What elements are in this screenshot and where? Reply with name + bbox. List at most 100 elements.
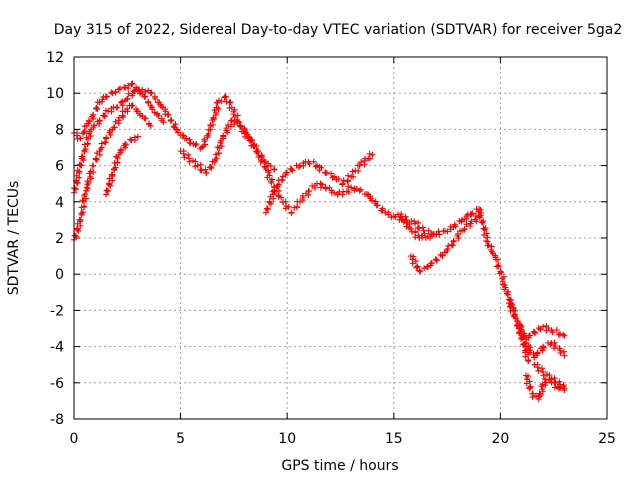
data-point bbox=[136, 88, 143, 95]
data-point bbox=[498, 269, 505, 276]
data-point bbox=[212, 111, 219, 118]
data-point bbox=[234, 112, 241, 119]
data-point bbox=[322, 185, 329, 192]
data-point bbox=[540, 372, 547, 379]
data-point bbox=[181, 154, 188, 161]
data-point bbox=[101, 112, 108, 119]
data-point bbox=[551, 339, 558, 346]
data-point bbox=[105, 188, 112, 195]
data-point bbox=[560, 382, 567, 389]
data-point bbox=[366, 150, 373, 157]
data-point bbox=[345, 189, 352, 196]
data-point bbox=[478, 219, 485, 226]
data-point bbox=[85, 136, 92, 143]
data-point bbox=[104, 93, 111, 100]
data-point bbox=[76, 168, 83, 175]
data-point bbox=[203, 170, 210, 177]
data-point bbox=[147, 102, 154, 109]
data-point bbox=[147, 122, 154, 129]
data-point bbox=[271, 166, 278, 173]
data-point bbox=[91, 122, 98, 129]
data-point bbox=[481, 226, 488, 233]
data-point bbox=[122, 140, 129, 147]
x-axis-label: GPS time / hours bbox=[281, 458, 398, 474]
data-point bbox=[248, 137, 255, 144]
data-point bbox=[221, 94, 228, 101]
data-point bbox=[289, 167, 296, 174]
data-point bbox=[80, 157, 87, 164]
data-point bbox=[94, 106, 101, 113]
data-point bbox=[548, 376, 555, 383]
data-point bbox=[535, 367, 542, 374]
data-point bbox=[71, 232, 78, 239]
data-point bbox=[98, 98, 105, 105]
data-point bbox=[112, 118, 119, 125]
data-point bbox=[468, 211, 475, 218]
data-point bbox=[485, 242, 492, 249]
data-point bbox=[476, 213, 483, 220]
data-point bbox=[89, 111, 96, 118]
data-point bbox=[508, 300, 515, 307]
data-point bbox=[85, 117, 92, 124]
data-point bbox=[539, 381, 546, 388]
data-point bbox=[218, 98, 225, 105]
data-point bbox=[136, 110, 143, 117]
data-point bbox=[207, 163, 214, 170]
data-point bbox=[413, 264, 420, 271]
data-point bbox=[258, 153, 265, 160]
data-point bbox=[535, 396, 542, 403]
y-tick-label: 8 bbox=[55, 122, 64, 138]
data-point bbox=[73, 179, 80, 186]
data-point bbox=[108, 108, 115, 115]
data-point bbox=[101, 113, 108, 120]
data-point bbox=[349, 168, 356, 175]
data-point bbox=[529, 393, 536, 400]
data-point bbox=[402, 213, 409, 220]
data-point bbox=[374, 202, 381, 209]
data-point bbox=[197, 161, 204, 168]
data-point bbox=[173, 126, 180, 133]
data-point bbox=[152, 94, 159, 101]
data-point bbox=[429, 231, 436, 238]
data-point bbox=[265, 169, 272, 176]
data-point bbox=[496, 270, 503, 277]
data-point bbox=[561, 332, 568, 339]
data-point bbox=[155, 112, 162, 119]
data-point bbox=[560, 331, 567, 338]
data-point bbox=[518, 327, 525, 334]
data-point bbox=[547, 341, 554, 348]
data-point bbox=[186, 158, 193, 165]
series-arc-upper bbox=[71, 80, 167, 142]
x-tick-label: 15 bbox=[385, 431, 403, 447]
data-point bbox=[162, 111, 169, 118]
series-arc-main bbox=[71, 86, 532, 365]
data-point bbox=[81, 192, 88, 199]
data-point bbox=[448, 241, 455, 248]
data-point bbox=[97, 146, 104, 153]
data-point bbox=[557, 330, 564, 337]
axis-tick-labels: 0 5 10 15 20 25 -8 -6 -4 -2 0 2 4 6 8 10 12 bbox=[46, 50, 616, 447]
data-point bbox=[350, 173, 357, 180]
data-point bbox=[288, 166, 295, 173]
data-point bbox=[73, 225, 80, 232]
series-arc-evening-low bbox=[407, 212, 483, 275]
data-point bbox=[483, 230, 490, 237]
data-point bbox=[443, 248, 450, 255]
data-point bbox=[545, 325, 552, 332]
data-point bbox=[416, 267, 423, 274]
data-point bbox=[77, 162, 84, 169]
data-point bbox=[90, 169, 97, 176]
data-point bbox=[129, 102, 136, 109]
data-point bbox=[76, 161, 83, 168]
data-point bbox=[450, 237, 457, 244]
data-point bbox=[212, 156, 219, 163]
data-point bbox=[415, 219, 422, 226]
data-point bbox=[344, 178, 351, 185]
data-point bbox=[80, 198, 87, 205]
data-point bbox=[536, 390, 543, 397]
data-point bbox=[123, 96, 130, 103]
chart-title: Day 315 of 2022, Sidereal Day-to-day VTE… bbox=[54, 22, 623, 38]
data-point bbox=[534, 364, 541, 371]
data-point bbox=[192, 141, 199, 148]
data-point bbox=[123, 141, 130, 148]
